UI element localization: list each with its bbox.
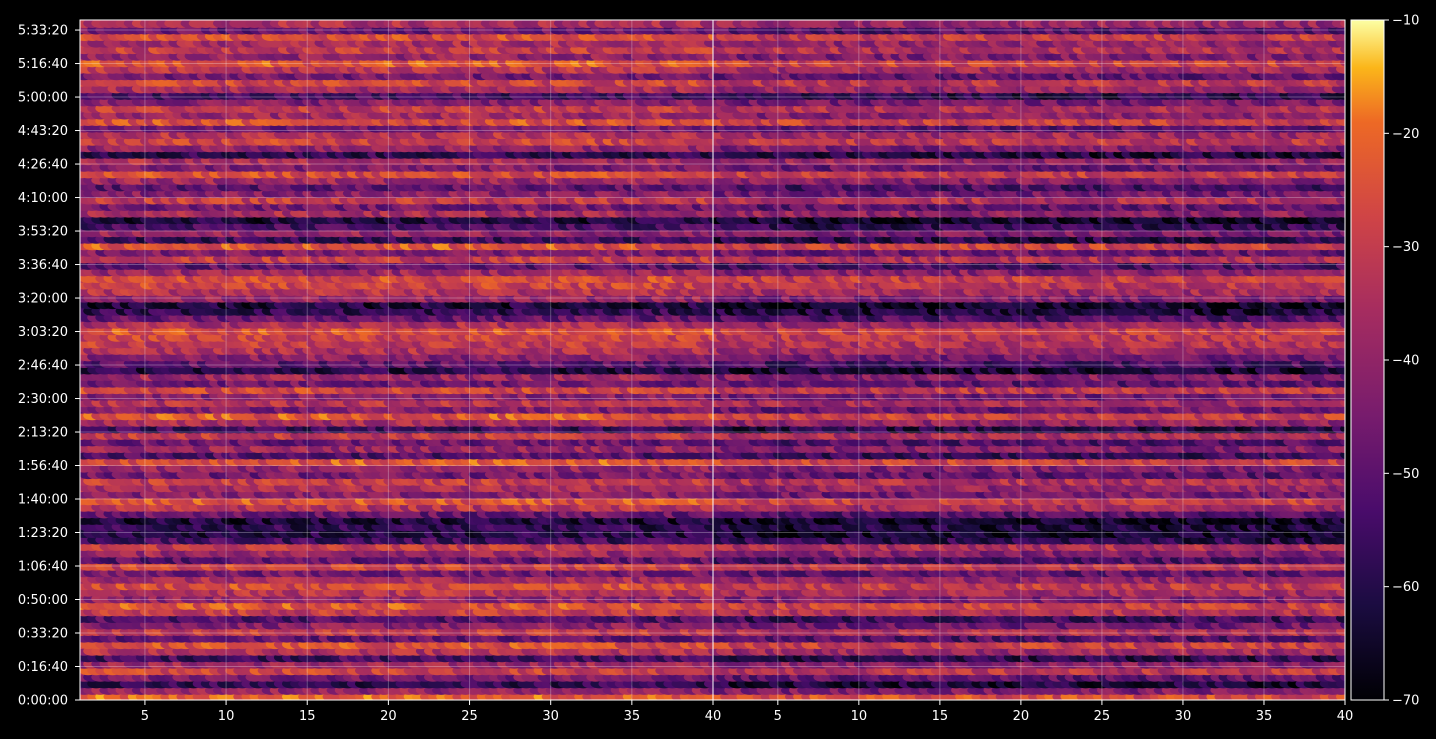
- heatmap-cells-left: [80, 20, 713, 700]
- heatmap-panel-left: [80, 20, 713, 700]
